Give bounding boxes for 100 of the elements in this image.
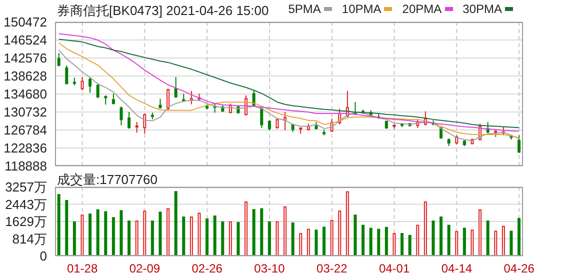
bar — [510, 230, 513, 256]
bar — [143, 210, 146, 256]
x-tick-label: 04-26 — [504, 262, 535, 276]
bar — [462, 228, 466, 256]
bar — [65, 200, 68, 256]
bar — [221, 221, 224, 256]
candlestick — [88, 77, 92, 94]
chart-title: 券商信托[BK0473] 2021-04-26 15:00 — [57, 2, 269, 20]
candlestick — [518, 134, 521, 154]
y-tick-label: 150472 — [4, 14, 47, 30]
bar — [354, 214, 357, 256]
bar — [330, 220, 334, 256]
bar — [346, 191, 349, 256]
bar — [150, 220, 154, 256]
bar — [190, 216, 193, 256]
bar — [236, 222, 240, 256]
text: 成交量:17707760 — [57, 171, 158, 189]
bar — [128, 220, 131, 256]
bar — [424, 201, 427, 256]
bar — [400, 233, 404, 256]
bar — [57, 194, 60, 256]
x-tick-label: 04-01 — [378, 262, 410, 276]
y-tick-label: 118888 — [4, 158, 47, 174]
legend-label: 20PMA — [402, 2, 442, 16]
bar — [158, 212, 162, 256]
bar — [260, 208, 264, 256]
bar — [96, 209, 100, 256]
x-tick-label: 02-09 — [129, 262, 160, 276]
bar — [314, 230, 318, 256]
bar — [432, 220, 435, 256]
bar — [112, 217, 115, 256]
legend-label: 30PMA — [462, 2, 502, 16]
bar — [338, 210, 342, 256]
bar — [494, 230, 498, 256]
candlestick — [174, 76, 178, 98]
y-tick-label: 130732 — [4, 104, 47, 120]
x-tick-label: 01-28 — [66, 262, 98, 276]
candlestick — [120, 106, 123, 126]
bar — [166, 208, 170, 256]
candlestick — [166, 88, 170, 111]
y-tick-label: 0 — [40, 248, 47, 264]
bar — [306, 228, 310, 256]
y-tick-label: 814万 — [12, 231, 47, 246]
legend-label: 5PMA — [288, 2, 321, 16]
x-tick-label: 03-10 — [254, 262, 286, 276]
bar — [486, 220, 490, 256]
bar — [228, 221, 232, 256]
bar — [252, 209, 256, 256]
candlestick — [143, 113, 146, 134]
bar — [447, 224, 450, 256]
y-tick-label: 142576 — [4, 50, 47, 66]
legend-label: 10PMA — [342, 2, 382, 16]
bar — [384, 226, 388, 256]
y-tick-label: 2443万 — [5, 196, 47, 212]
bar — [377, 228, 380, 256]
bar — [213, 215, 216, 256]
candlestick — [128, 111, 131, 130]
bar — [268, 221, 271, 256]
bar — [198, 212, 201, 256]
y-tick-label: 134680 — [4, 86, 47, 102]
candlestick — [104, 94, 108, 106]
bar — [284, 206, 287, 256]
y-tick-label: 122836 — [4, 140, 47, 156]
bar — [72, 221, 76, 256]
y-tick-label: 1629万 — [5, 214, 47, 230]
candlestick — [158, 98, 162, 110]
bar — [299, 233, 302, 256]
bar — [369, 228, 372, 256]
candlestick — [284, 111, 287, 131]
bar — [478, 209, 482, 256]
bar — [392, 233, 396, 256]
candlestick — [80, 76, 84, 91]
bar — [362, 224, 365, 256]
candlestick — [96, 83, 100, 98]
candlestick — [65, 64, 68, 85]
x-tick-label: 04-14 — [441, 262, 472, 276]
bar — [408, 234, 412, 256]
candlestick — [268, 120, 271, 131]
bar — [104, 211, 108, 256]
bar — [455, 231, 458, 256]
bar — [440, 216, 443, 256]
x-tick-label: 02-26 — [192, 262, 223, 276]
bar — [120, 210, 123, 256]
y-tick-label: 3257万 — [5, 180, 47, 195]
bar — [135, 220, 138, 256]
bar — [291, 222, 294, 256]
bar — [322, 226, 326, 256]
bar — [206, 218, 209, 256]
y-tick-label: 146524 — [4, 32, 47, 48]
bar — [174, 191, 178, 256]
candlestick — [135, 121, 138, 134]
bar — [416, 224, 420, 256]
bar — [88, 214, 92, 256]
candlestick — [57, 52, 60, 67]
bar — [470, 230, 474, 256]
bar — [276, 221, 279, 256]
y-tick-label: 138628 — [4, 68, 47, 84]
candlestick — [112, 93, 115, 104]
y-tick-label: 126784 — [4, 122, 47, 138]
candlestick — [260, 106, 264, 128]
